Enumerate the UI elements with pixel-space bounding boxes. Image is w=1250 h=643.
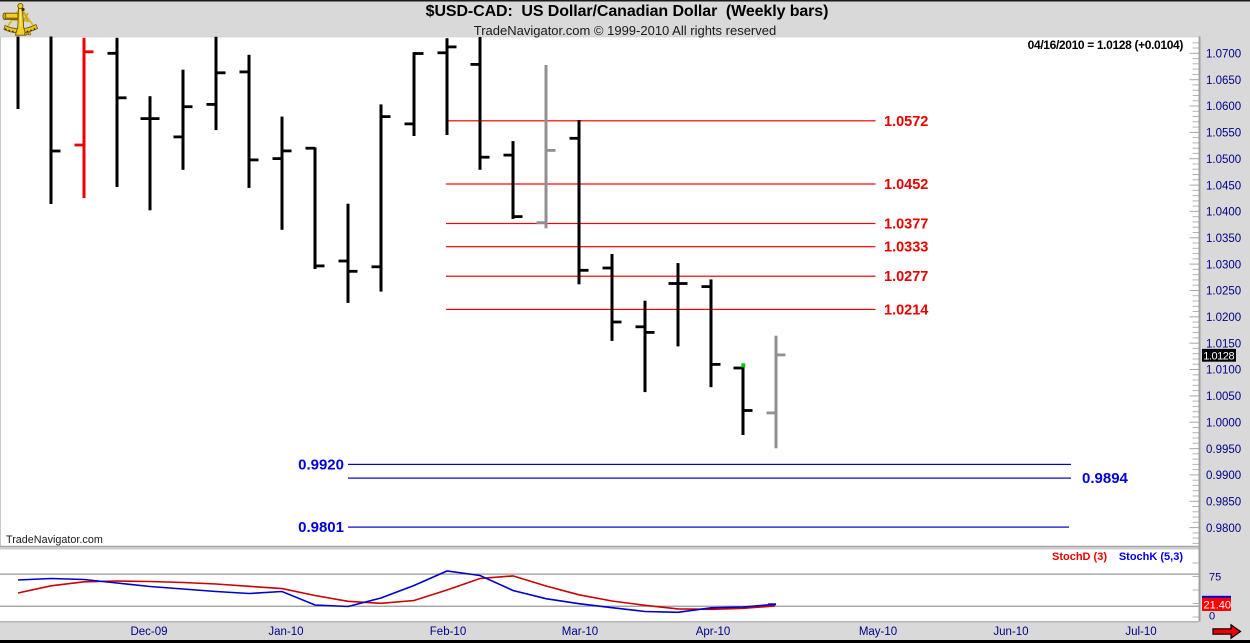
svg-text:1.0333: 1.0333: [884, 240, 928, 256]
svg-text:TradeNavigator.com © 1999-2010: TradeNavigator.com © 1999-2010 All right…: [474, 23, 776, 38]
svg-text:21.40: 21.40: [1204, 600, 1232, 612]
svg-text:1.0050: 1.0050: [1206, 391, 1241, 403]
svg-text:May-10: May-10: [859, 626, 897, 638]
svg-text:0.9894: 0.9894: [1082, 470, 1129, 487]
svg-text:1.0377: 1.0377: [884, 217, 928, 233]
svg-text:TradeNavigator.com: TradeNavigator.com: [6, 534, 103, 546]
svg-text:0.9950: 0.9950: [1206, 444, 1241, 456]
svg-text:0.9920: 0.9920: [298, 456, 344, 473]
svg-text:1.0128: 1.0128: [1203, 351, 1234, 363]
svg-text:StochK (5,3): StochK (5,3): [1119, 551, 1184, 563]
svg-text:1.0400: 1.0400: [1206, 207, 1241, 219]
svg-text:1.0600: 1.0600: [1206, 101, 1241, 113]
svg-text:1.0300: 1.0300: [1206, 259, 1241, 271]
svg-text:Dec-09: Dec-09: [130, 626, 167, 638]
svg-text:1.0100: 1.0100: [1206, 365, 1241, 377]
svg-text:Mar-10: Mar-10: [562, 626, 598, 638]
svg-text:Jan-10: Jan-10: [268, 626, 303, 638]
svg-text:0.9800: 0.9800: [1206, 523, 1241, 535]
svg-text:1.0214: 1.0214: [884, 302, 928, 318]
svg-text:1.0572: 1.0572: [884, 114, 928, 130]
svg-text:1.0200: 1.0200: [1206, 312, 1241, 324]
svg-text:StochD (3): StochD (3): [1052, 551, 1107, 563]
svg-text:04/16/2010 = 1.0128 (+0.0104): 04/16/2010 = 1.0128 (+0.0104): [1028, 38, 1184, 52]
svg-text:1.0277: 1.0277: [884, 269, 928, 285]
svg-text:1.0650: 1.0650: [1206, 75, 1241, 87]
svg-text:1.0700: 1.0700: [1206, 49, 1241, 61]
svg-text:Apr-10: Apr-10: [696, 626, 731, 638]
svg-text:1.0452: 1.0452: [884, 177, 928, 193]
svg-text:0.9900: 0.9900: [1206, 470, 1241, 482]
svg-text:1.0000: 1.0000: [1206, 417, 1241, 429]
svg-text:75: 75: [1209, 572, 1221, 584]
svg-text:0.9850: 0.9850: [1206, 497, 1241, 509]
svg-text:1.0150: 1.0150: [1206, 338, 1241, 350]
svg-text:1.0550: 1.0550: [1206, 128, 1241, 140]
svg-text:0.9801: 0.9801: [298, 519, 344, 536]
svg-text:1.0250: 1.0250: [1206, 286, 1241, 298]
svg-text:1.0350: 1.0350: [1206, 233, 1241, 245]
svg-text:Jun-10: Jun-10: [993, 626, 1028, 638]
svg-text:0: 0: [1209, 611, 1215, 623]
svg-text:$USD-CAD: US Dollar/Canadian: $USD-CAD: US Dollar/Canadian Dollar (Wee…: [426, 3, 829, 20]
svg-text:Feb-10: Feb-10: [430, 626, 466, 638]
svg-text:Jul-10: Jul-10: [1125, 626, 1156, 638]
svg-text:1.0450: 1.0450: [1206, 180, 1241, 192]
svg-text:1.0500: 1.0500: [1206, 154, 1241, 166]
